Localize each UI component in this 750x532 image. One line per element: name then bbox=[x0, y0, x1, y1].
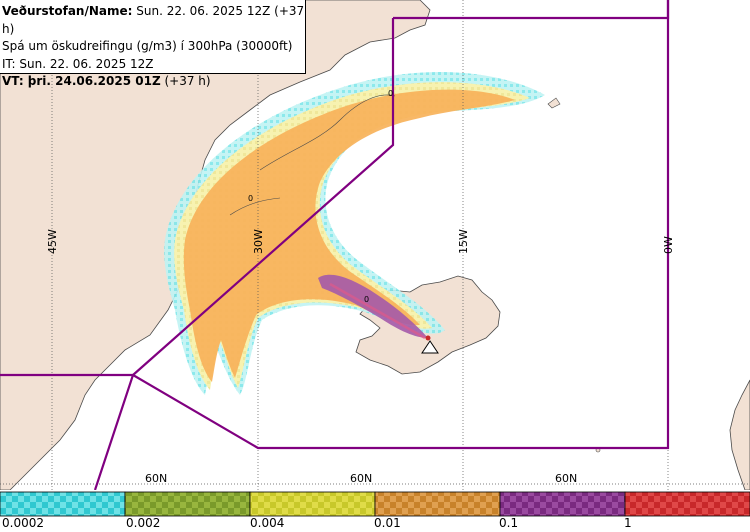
forecast-info-panel: Veðurstofan/Name: Sun. 22. 06. 2025 12Z … bbox=[0, 0, 306, 88]
norway-land bbox=[729, 379, 750, 490]
coast-detail bbox=[259, 94, 396, 171]
header-valid-offset: (+37 h) bbox=[164, 74, 211, 88]
contour-label: 0 bbox=[364, 295, 369, 304]
header-issuer-label: Veðurstofan/Name: bbox=[2, 4, 133, 18]
legend-bin bbox=[374, 491, 501, 517]
header-line-1: Veðurstofan/Name: Sun. 22. 06. 2025 12Z … bbox=[2, 3, 305, 38]
lon-label-45w: 45W bbox=[46, 229, 59, 254]
header-issuer-value: Sun. 22. 06. 2025 12Z (+37 h) bbox=[2, 4, 305, 36]
legend-bin bbox=[124, 491, 251, 517]
legend-tick-label: 0.01 bbox=[374, 516, 401, 530]
island bbox=[547, 97, 561, 109]
concentration-legend bbox=[0, 491, 750, 517]
legend-tick-label: 0.1 bbox=[499, 516, 519, 530]
ash-plume-orange bbox=[183, 89, 516, 382]
lon-label-15w: 15W bbox=[457, 229, 470, 254]
legend-tick-label: 0.004 bbox=[250, 516, 285, 530]
contour-label: 0 bbox=[388, 89, 393, 98]
legend-bin bbox=[499, 491, 626, 517]
contour-label: 0 bbox=[248, 194, 253, 203]
volcano-icon[interactable] bbox=[421, 335, 439, 354]
header-line-4: VT: þri. 24.06.2025 01Z (+37 h) bbox=[2, 73, 305, 91]
legend-bin bbox=[624, 491, 750, 517]
header-line-3: IT: Sun. 22. 06. 2025 12Z bbox=[2, 56, 154, 71]
vaac-boundary bbox=[0, 0, 670, 490]
legend-bin bbox=[0, 491, 126, 517]
ash-plume-red-core bbox=[329, 282, 426, 340]
legend-tick-label: 0.002 bbox=[126, 516, 161, 530]
ash-forecast-map[interactable]: 45W 30W 15W 0W 60N 60N 60N 0 0 0 bbox=[0, 0, 750, 490]
lat-label-60n: 60N bbox=[145, 472, 167, 485]
legend-bin bbox=[249, 491, 376, 517]
ash-plume-purple bbox=[318, 274, 428, 338]
header-valid-time: VT: þri. 24.06.2025 01Z bbox=[2, 74, 161, 88]
legend-tick-label: 1 bbox=[624, 516, 632, 530]
coast-detail bbox=[229, 197, 281, 216]
lon-label-30w: 30W bbox=[252, 229, 265, 254]
lon-label-0w: 0W bbox=[662, 236, 675, 254]
lat-label-60n: 60N bbox=[555, 472, 577, 485]
header-line-2: Spá um öskudreifingu (g/m3) í 300hPa (30… bbox=[2, 39, 293, 53]
lat-label-60n: 60N bbox=[350, 472, 372, 485]
legend-tick-label: 0.0002 bbox=[2, 516, 44, 530]
